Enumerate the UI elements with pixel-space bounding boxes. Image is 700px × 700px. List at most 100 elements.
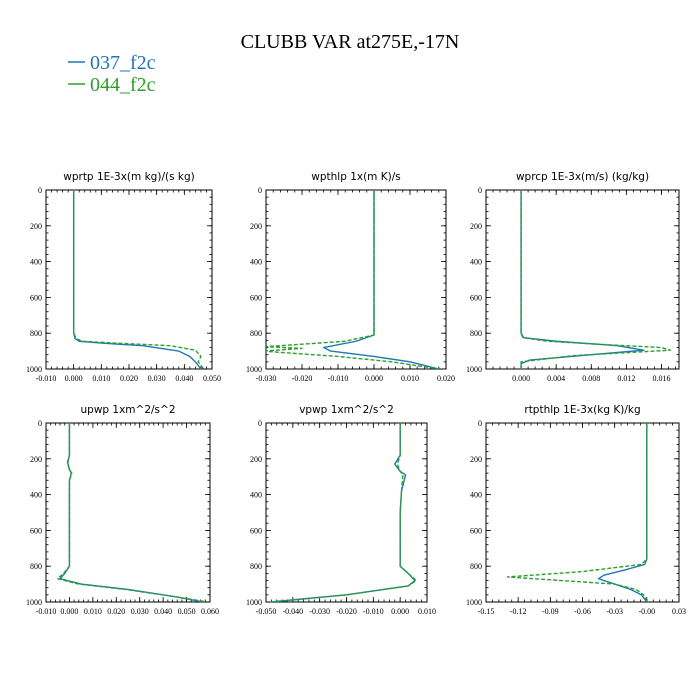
series-line-037_f2c — [72, 190, 202, 369]
series-line-044_f2c — [506, 423, 648, 602]
y-tick-label: 600 — [250, 526, 262, 535]
x-tick-label: -0.030 — [309, 607, 330, 616]
panel-1: wpthlp 1x(m K)/s 0 200 400 600 800 1000-0.030 -… — [246, 171, 455, 383]
panel-title: wprcp 1E-3x(m/s) (kg/kg) — [516, 171, 649, 183]
plot-frame — [45, 189, 213, 370]
x-tick-label: 0.050 — [203, 374, 221, 383]
y-tick-label: 0 — [38, 419, 42, 428]
y-tick-label: 400 — [250, 491, 262, 500]
y-tick-label: 400 — [470, 491, 482, 500]
y-tick-label: 0 — [478, 419, 482, 428]
panel-title: rtpthlp 1E-3x(kg K)/kg — [524, 404, 640, 416]
x-tick-label: 0.010 — [92, 374, 110, 383]
x-tick-label: -0.030 — [256, 374, 277, 383]
plot-frame — [45, 422, 211, 603]
series-line-037_f2c — [520, 190, 645, 369]
x-tick-label: -0.15 — [478, 607, 495, 616]
y-tick-label: 800 — [30, 562, 42, 571]
panel-title: upwp 1xm^2/s^2 — [81, 404, 176, 416]
x-tick-label: -0.12 — [510, 607, 527, 616]
x-tick-label: 0.050 — [178, 607, 196, 616]
x-tick-label: 0.000 — [365, 374, 383, 383]
chart-panels: wprtp 1E-3x(m kg)/(s kg) 0 200 400 600 800 100… — [26, 171, 686, 616]
x-tick-label: 0.03 — [672, 607, 686, 616]
series-line-037_f2c — [597, 423, 648, 602]
x-tick-label: 0.040 — [175, 374, 193, 383]
y-tick-label: 0 — [38, 186, 42, 195]
y-tick-label: 600 — [470, 293, 482, 302]
x-tick-label: -0.010 — [36, 607, 57, 616]
y-tick-label: 1000 — [246, 365, 262, 374]
y-tick-label: 600 — [30, 293, 42, 302]
y-tick-label: 0 — [478, 186, 482, 195]
x-tick-label: 0.020 — [437, 374, 455, 383]
x-tick-label: 0.010 — [401, 374, 419, 383]
series-line-044_f2c — [266, 190, 439, 369]
x-tick-label: -0.020 — [336, 607, 357, 616]
x-tick-label: -0.040 — [282, 607, 303, 616]
x-tick-label: 0.030 — [131, 607, 149, 616]
y-tick-label: 800 — [470, 562, 482, 571]
x-tick-label: 0.008 — [582, 374, 600, 383]
legend: 037_f2c 044_f2c — [68, 52, 156, 96]
y-tick-label: 0 — [258, 186, 262, 195]
x-tick-label: 0.000 — [65, 374, 83, 383]
x-tick-label: -0.020 — [292, 374, 313, 383]
panel-title: wprtp 1E-3x(m kg)/(s kg) — [63, 171, 194, 183]
panel-2: wprcp 1E-3x(m/s) (kg/kg) 0 200 400 600 800 100… — [466, 171, 680, 383]
legend-label-0: 037_f2c — [90, 52, 156, 74]
x-tick-label: 0.020 — [107, 607, 125, 616]
series-line-037_f2c — [59, 423, 204, 602]
y-tick-label: 600 — [470, 526, 482, 535]
series-line-044_f2c — [57, 423, 208, 602]
x-tick-label: 0.030 — [148, 374, 166, 383]
y-tick-label: 800 — [250, 562, 262, 571]
x-tick-label: 0.004 — [547, 374, 565, 383]
y-tick-label: 200 — [250, 455, 262, 464]
panel-4: vpwp 1xm^2/s^2 0 200 400 600 800 1000-0.050 -0.… — [246, 404, 436, 616]
x-tick-label: 0.040 — [154, 607, 172, 616]
x-tick-label: 0.020 — [120, 374, 138, 383]
y-tick-label: 400 — [30, 258, 42, 267]
series-line-044_f2c — [520, 190, 671, 369]
y-tick-label: 200 — [470, 222, 482, 231]
x-tick-label: -0.010 — [328, 374, 349, 383]
y-tick-label: 1000 — [246, 598, 262, 607]
series-line-037_f2c — [322, 190, 439, 369]
x-tick-label: 0.010 — [418, 607, 436, 616]
y-tick-label: 800 — [470, 329, 482, 338]
y-tick-label: 0 — [258, 419, 262, 428]
x-tick-label: 0.000 — [512, 374, 530, 383]
panel-title: wpthlp 1x(m K)/s — [311, 171, 401, 183]
series-line-044_f2c — [268, 423, 417, 602]
y-tick-label: 600 — [30, 526, 42, 535]
x-tick-label: -0.00 — [638, 607, 655, 616]
series-line-044_f2c — [72, 190, 205, 369]
x-tick-label: -0.09 — [542, 607, 559, 616]
plot-frame — [485, 422, 680, 603]
y-tick-label: 1000 — [466, 365, 482, 374]
y-tick-label: 1000 — [26, 598, 42, 607]
plot-frame — [265, 422, 428, 603]
x-tick-label: 0.016 — [652, 374, 670, 383]
x-tick-label: 0.010 — [84, 607, 102, 616]
plot-frame — [485, 189, 680, 370]
x-tick-label: 0.000 — [391, 607, 409, 616]
y-tick-label: 1000 — [26, 365, 42, 374]
y-tick-label: 800 — [30, 329, 42, 338]
y-tick-label: 400 — [470, 258, 482, 267]
y-tick-label: 200 — [250, 222, 262, 231]
y-tick-label: 1000 — [466, 598, 482, 607]
figure-title: CLUBB VAR at275E,-17N — [241, 31, 460, 53]
y-tick-label: 400 — [250, 258, 262, 267]
panel-5: rtpthlp 1E-3x(kg K)/kg02004006008001000-… — [466, 404, 686, 616]
x-tick-label: 0.060 — [201, 607, 219, 616]
x-tick-label: -0.010 — [363, 607, 384, 616]
legend-label-1: 044_f2c — [90, 74, 156, 96]
x-tick-label: -0.010 — [36, 374, 57, 383]
y-tick-label: 200 — [30, 222, 42, 231]
x-tick-label: 0.012 — [617, 374, 635, 383]
x-tick-label: -0.050 — [256, 607, 277, 616]
